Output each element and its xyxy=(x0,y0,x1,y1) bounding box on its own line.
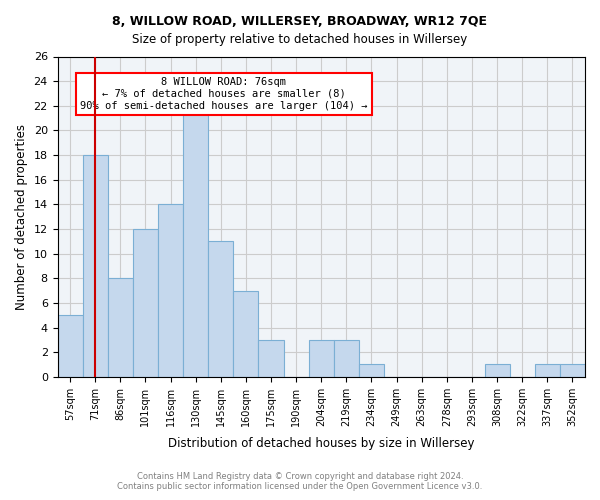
Bar xyxy=(309,340,334,377)
Bar xyxy=(58,315,83,377)
Bar xyxy=(208,242,233,377)
Text: Size of property relative to detached houses in Willersey: Size of property relative to detached ho… xyxy=(133,32,467,46)
Bar xyxy=(133,229,158,377)
Bar xyxy=(108,278,133,377)
Text: 8 WILLOW ROAD: 76sqm
← 7% of detached houses are smaller (8)
90% of semi-detache: 8 WILLOW ROAD: 76sqm ← 7% of detached ho… xyxy=(80,78,367,110)
Bar xyxy=(359,364,384,377)
Text: Contains HM Land Registry data © Crown copyright and database right 2024.
Contai: Contains HM Land Registry data © Crown c… xyxy=(118,472,482,491)
Text: 8, WILLOW ROAD, WILLERSEY, BROADWAY, WR12 7QE: 8, WILLOW ROAD, WILLERSEY, BROADWAY, WR1… xyxy=(113,15,487,28)
X-axis label: Distribution of detached houses by size in Willersey: Distribution of detached houses by size … xyxy=(168,437,475,450)
Bar xyxy=(485,364,509,377)
Bar xyxy=(259,340,284,377)
Bar xyxy=(334,340,359,377)
Bar xyxy=(183,106,208,377)
Bar xyxy=(535,364,560,377)
Bar xyxy=(233,290,259,377)
Bar xyxy=(158,204,183,377)
Bar xyxy=(83,155,108,377)
Bar xyxy=(560,364,585,377)
Y-axis label: Number of detached properties: Number of detached properties xyxy=(15,124,28,310)
